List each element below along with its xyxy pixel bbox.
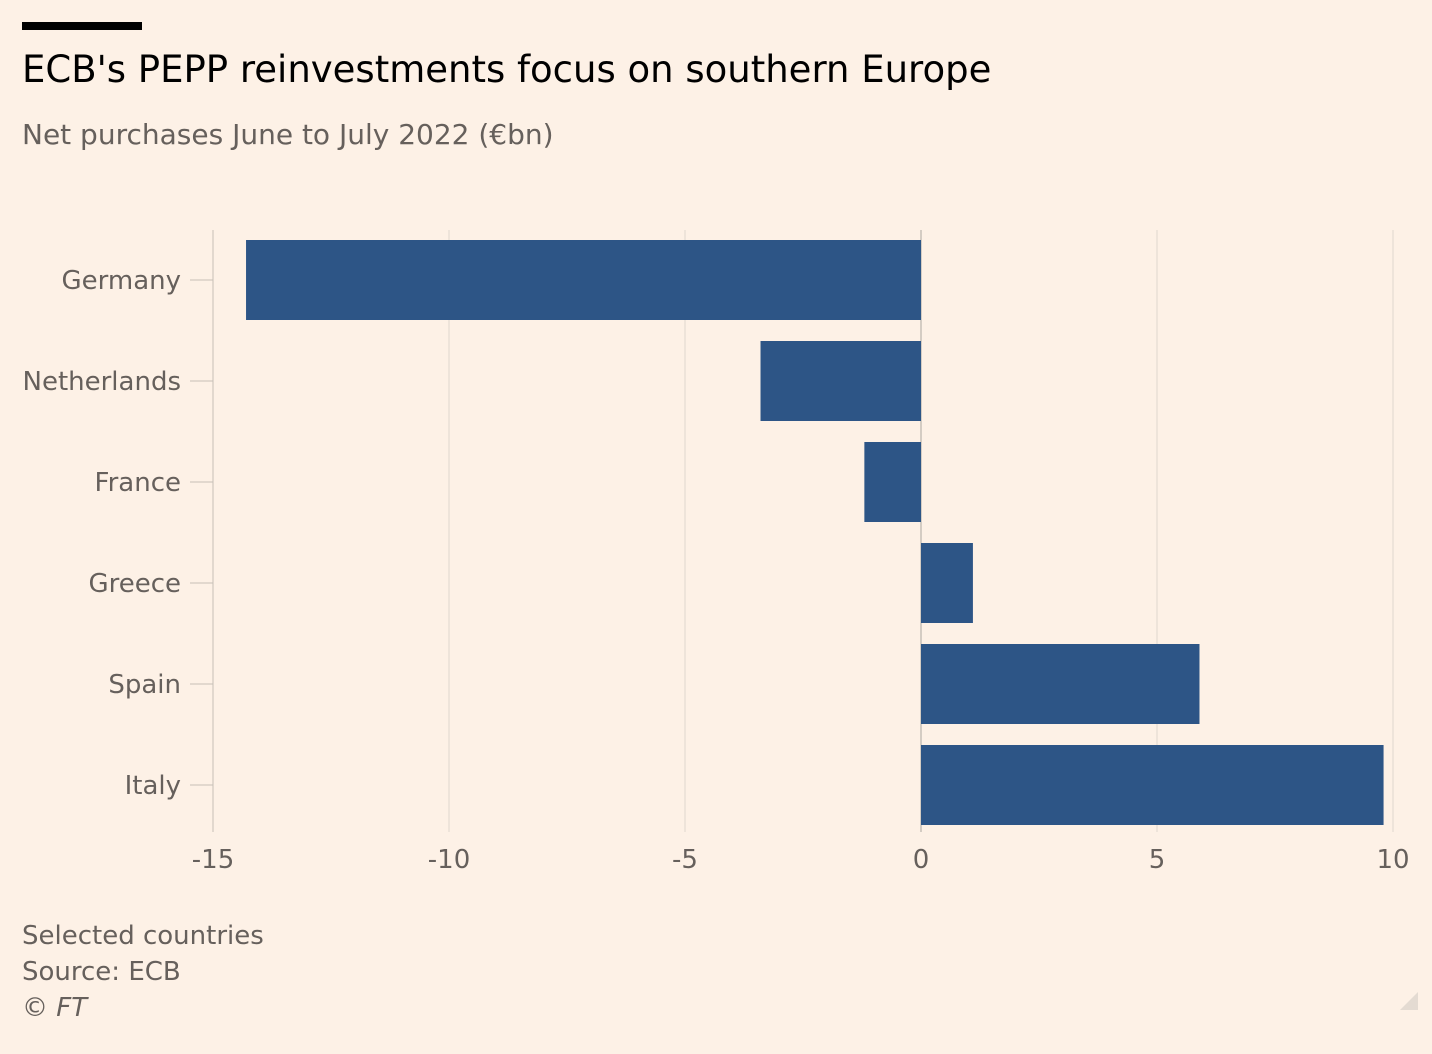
footer-note: Selected countries	[22, 921, 264, 951]
gridlines	[212, 230, 1394, 832]
top-rule	[22, 22, 142, 30]
footer-copyright: © FT	[22, 993, 88, 1023]
x-tick-label: 0	[913, 845, 930, 875]
resize-handle-icon	[1400, 992, 1418, 1010]
axes: -15 -10 -5 0 5 10 Germany Netherlands France Gree…	[23, 266, 1410, 875]
x-tick-label: -15	[192, 845, 234, 875]
footer-source: Source: ECB	[22, 957, 181, 987]
footer: Selected countries Source: ECB © FT	[22, 918, 264, 1026]
category-label: Germany	[61, 266, 181, 296]
x-tick-label: 10	[1376, 845, 1409, 875]
bar-italy	[921, 745, 1384, 825]
x-tick-label: -10	[428, 845, 470, 875]
category-label: Greece	[88, 569, 181, 599]
category-label: Italy	[125, 771, 181, 801]
bar-netherlands	[760, 341, 921, 421]
category-label: Spain	[108, 670, 181, 700]
chart-title: ECB's PEPP reinvestments focus on southe…	[22, 48, 992, 91]
bar-france	[864, 442, 921, 522]
bar-spain	[921, 644, 1200, 724]
bar-germany	[246, 240, 922, 320]
bar-greece	[921, 543, 973, 623]
bars	[246, 240, 1384, 825]
x-tick-label: 5	[1149, 845, 1166, 875]
category-label: Netherlands	[23, 367, 182, 397]
x-tick-label: -5	[672, 845, 698, 875]
bar-chart: -15 -10 -5 0 5 10 Germany Netherlands France Gree…	[23, 230, 1410, 875]
category-label: France	[95, 468, 181, 498]
chart-subtitle: Net purchases June to July 2022 (€bn)	[22, 118, 554, 151]
